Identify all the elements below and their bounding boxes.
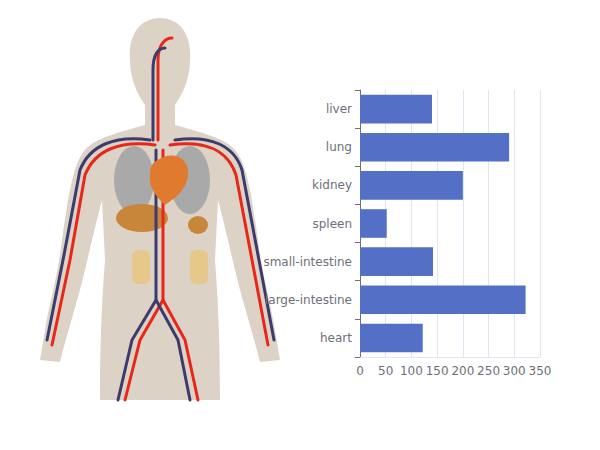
svg-text:50: 50 [378,364,393,378]
svg-text:liver: liver [326,102,352,116]
svg-text:100: 100 [400,364,423,378]
svg-text:lung: lung [326,140,352,154]
svg-text:350: 350 [529,364,552,378]
svg-text:250: 250 [477,364,500,378]
svg-text:kidney: kidney [312,178,352,192]
svg-text:large-intestine: large-intestine [265,293,352,307]
svg-text:300: 300 [503,364,526,378]
svg-text:0: 0 [356,364,364,378]
svg-text:spleen: spleen [312,217,352,231]
svg-text:small-intestine: small-intestine [263,255,352,269]
svg-text:200: 200 [451,364,474,378]
svg-text:150: 150 [426,364,449,378]
svg-text:heart: heart [320,331,352,345]
